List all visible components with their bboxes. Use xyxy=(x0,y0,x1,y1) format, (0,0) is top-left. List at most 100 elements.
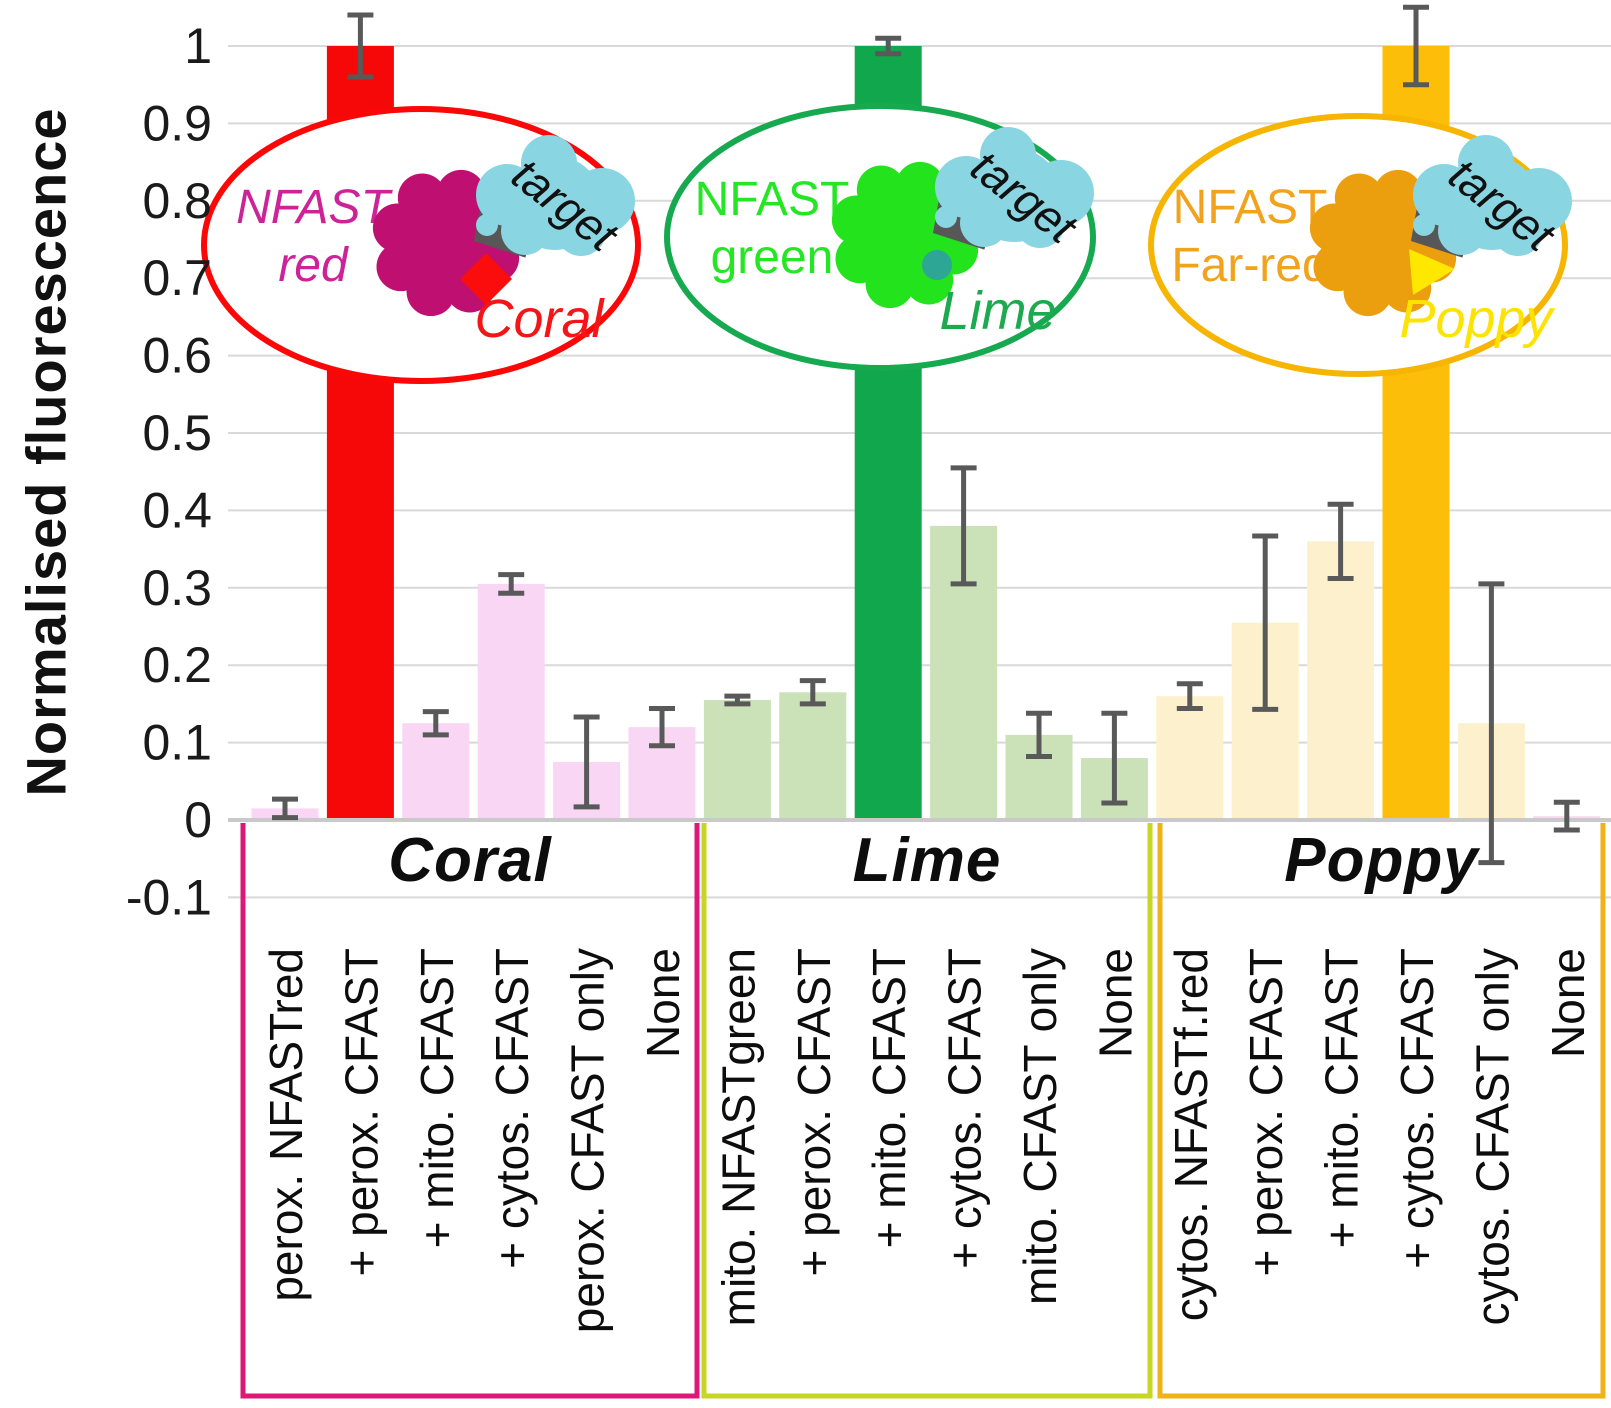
error-bar xyxy=(1026,710,1052,760)
error-bar xyxy=(422,709,449,738)
condition-label-coral-3: + cytos. CFAST xyxy=(486,948,538,1269)
inset-variant-name: Poppy xyxy=(1399,289,1555,349)
condition-label-lime-3: + cytos. CFAST xyxy=(939,948,991,1269)
y-tick-label: 0.2 xyxy=(142,637,212,693)
target-cloud-lobe xyxy=(501,207,549,255)
inset-variant-name: Coral xyxy=(474,289,605,349)
error-bar xyxy=(950,465,977,587)
y-tick-label: 0.6 xyxy=(142,328,212,384)
bar-coral-3 xyxy=(477,583,545,820)
inset-variant-name: Lime xyxy=(939,281,1056,341)
error-bar xyxy=(1101,710,1128,806)
target-cloud-lobe xyxy=(960,199,1008,247)
inset-protein-label-line2: red xyxy=(278,239,349,292)
y-tick-label: 0.5 xyxy=(142,405,212,461)
error-bar xyxy=(1252,533,1279,712)
protein-blob-lobe xyxy=(1313,242,1363,292)
bar-lime-1 xyxy=(779,692,847,820)
target-cloud-lobe xyxy=(1413,214,1435,236)
condition-label-lime-2: + mito. CFAST xyxy=(863,948,915,1248)
protein-blob-lobe xyxy=(1334,173,1384,223)
condition-label-coral-1: + perox. CFAST xyxy=(335,948,387,1277)
target-cloud-lobe xyxy=(1493,206,1543,256)
condition-label-lime-1: + perox. CFAST xyxy=(788,948,840,1277)
condition-label-coral-4: perox. CFAST only xyxy=(562,948,614,1333)
inset-protein-label-line1: NFAST xyxy=(236,181,393,234)
y-tick-label: 1 xyxy=(184,18,212,74)
group-box-border-poppy xyxy=(1157,823,1606,1399)
inset-protein-label-line1: NFAST xyxy=(695,173,850,226)
target-cloud: target xyxy=(1413,135,1572,262)
condition-label-poppy-3: + cytos. CFAST xyxy=(1391,948,1443,1269)
group-box-fill xyxy=(1160,823,1603,1396)
target-cloud-lobe xyxy=(521,135,577,191)
y-tick-label: 0.7 xyxy=(142,250,212,306)
y-tick-label: 0.1 xyxy=(142,715,212,771)
target-cloud-lobe xyxy=(1015,198,1065,248)
bar-coral-2 xyxy=(402,723,470,820)
condition-label-poppy-2: + mito. CFAST xyxy=(1316,948,1368,1248)
target-cloud-lobe xyxy=(980,127,1036,183)
target-cloud-lobe xyxy=(1438,207,1486,255)
target-cloud-lobe xyxy=(935,206,957,228)
condition-label-poppy-4: cytos. CFAST only xyxy=(1466,948,1518,1326)
target-cloud-lobe xyxy=(1458,135,1514,191)
error-bar xyxy=(724,693,751,707)
protein-blob-lobe xyxy=(397,173,447,223)
inset-protein-label-line2: green xyxy=(711,231,834,284)
condition-label-coral-5: None xyxy=(637,948,689,1058)
condition-label-poppy-5: None xyxy=(1542,948,1594,1058)
group-box-fill xyxy=(243,823,697,1396)
target-cloud: target xyxy=(935,127,1094,254)
error-bar xyxy=(1327,501,1354,582)
fluorogen-dot xyxy=(922,250,952,280)
group-box-border-lime xyxy=(701,823,1153,1399)
y-tick-label: 0 xyxy=(184,792,212,848)
error-bar xyxy=(1176,681,1203,712)
condition-label-poppy-0: cytos. NFASTf.red xyxy=(1165,948,1217,1321)
condition-label-coral-2: + mito. CFAST xyxy=(411,948,463,1248)
condition-label-lime-0: mito. NFASTgreen xyxy=(712,948,764,1326)
error-bar xyxy=(272,796,298,821)
protein-blob-lobe xyxy=(376,242,426,292)
y-tick-label: 0.9 xyxy=(142,95,212,151)
group-box-fill xyxy=(704,823,1150,1396)
fluorogen-diamond xyxy=(460,253,512,305)
bar-poppy-2 xyxy=(1307,541,1375,820)
protein-blob-lobe xyxy=(835,234,885,284)
error-bar xyxy=(1478,581,1505,866)
y-tick-label: 0.8 xyxy=(142,173,212,229)
error-bar xyxy=(1403,4,1429,88)
target-cloud-lobe xyxy=(556,206,606,256)
protein-blob-lobe xyxy=(856,165,906,215)
error-bar xyxy=(875,35,902,57)
group-label-poppy: Poppy xyxy=(1284,825,1479,895)
bar-poppy-0 xyxy=(1156,696,1224,820)
condition-label-lime-5: None xyxy=(1089,948,1141,1058)
condition-label-poppy-1: + perox. CFAST xyxy=(1240,948,1292,1277)
inset-protein-label-line2: Far-red xyxy=(1171,239,1328,292)
inset-lime: NFASTgreen target Lime xyxy=(664,103,1096,371)
fluorogen-triangle xyxy=(1409,249,1455,295)
inset-coral: NFASTred target Coral xyxy=(201,106,641,384)
group-box-border-coral xyxy=(240,823,700,1399)
group-label-coral: Coral xyxy=(388,825,552,895)
condition-label-lime-4: mito. CFAST only xyxy=(1014,948,1066,1305)
error-bar xyxy=(573,714,600,810)
error-bar xyxy=(347,12,374,80)
y-axis-title: Normalised fluorescence xyxy=(14,107,78,797)
inset-protein-label-line1: NFAST xyxy=(1173,181,1328,234)
y-tick-label: 0.4 xyxy=(142,482,212,538)
target-cloud: target xyxy=(476,135,635,262)
error-bar xyxy=(498,572,525,596)
error-bar xyxy=(1553,799,1580,833)
group-label-lime: Lime xyxy=(852,825,1002,895)
condition-label-coral-0: perox. NFASTred xyxy=(260,948,312,1302)
error-bar xyxy=(799,678,826,707)
y-tick-label: 0.3 xyxy=(142,560,212,616)
y-tick-label: -0.1 xyxy=(126,869,212,925)
target-cloud-lobe xyxy=(476,214,498,236)
